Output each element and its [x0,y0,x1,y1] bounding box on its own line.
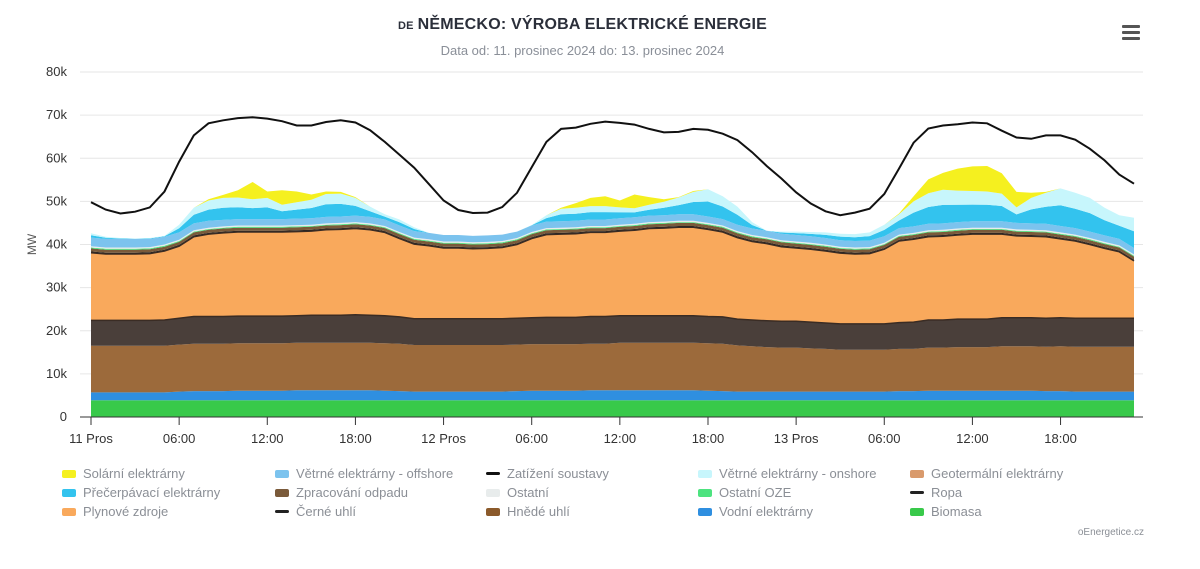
x-tick-label: 06:00 [868,431,901,446]
legend-item[interactable]: Ropa [910,485,962,500]
legend-swatch [698,469,712,478]
legend-swatch [275,510,289,513]
legend-swatch [698,507,712,516]
legend-swatch [486,472,500,475]
legend-label: Větrné elektrárny - offshore [296,466,454,481]
stack-boundary-line [91,314,1134,325]
credit-text[interactable]: oEnergetice.cz [1077,527,1144,538]
area-hn-d-uhl-[interactable] [91,342,1134,393]
legend-label: Přečerpávací elektrárny [83,485,221,500]
area-sol-rn-elektr-rny[interactable] [91,166,1134,239]
legend-swatch [910,491,924,494]
legend-swatch [62,488,76,497]
legend-label: Černé uhlí [296,504,356,519]
legend-item[interactable]: Větrné elektrárny - onshore [698,466,877,481]
x-tick-label: 18:00 [339,431,372,446]
legend-swatch [910,469,924,478]
area--ern-uhl-[interactable] [91,314,1134,350]
stack-boundary-line [90,226,1135,262]
y-tick-label: 50k [46,193,67,208]
legend-label: Solární elektrárny [83,466,185,481]
y-tick-label: 0 [60,409,67,424]
legend-swatch [275,469,289,478]
legend-item[interactable]: Zpracování odpadu [275,485,408,500]
legend-label: Větrné elektrárny - onshore [719,466,877,481]
legend-item[interactable]: Plynové zdroje [62,504,168,519]
country-flag-code: DE [397,20,414,32]
chart-title-text: NĚMECKO: VÝROBA ELEKTRICKÉ ENERGIE [417,16,768,33]
hamburger-menu-icon[interactable] [1122,25,1140,41]
y-tick-label: 70k [46,107,67,122]
area-zpracov-n-odpadu[interactable] [91,222,1134,260]
legend-swatch [910,507,924,516]
area-v-trn-elektr-rny-offshore[interactable] [91,214,1134,255]
legend-label: Ropa [931,485,963,500]
legend-swatch [62,507,76,516]
legend-label: Biomasa [931,504,982,519]
y-tick-label: 30k [46,280,67,295]
y-axis-label: MW [25,233,39,255]
area-v-trn-elektr-rny-onshore[interactable] [91,188,1134,239]
legend-item[interactable]: Biomasa [910,504,982,519]
chart-area: 0 10k 20k 30k 40k 50k 60k 70k 80k MW 11 Pros 06:00 1… [25,64,1143,446]
legend-item[interactable]: Přečerpávací elektrárny [62,485,220,500]
area-ostatn-oze[interactable] [91,222,1134,257]
legend-item[interactable]: Zatížení soustavy [486,466,609,481]
x-tick-label: 12:00 [604,431,637,446]
area-vodn-elektr-rny[interactable] [91,390,1134,401]
legend-swatch [698,488,712,497]
area-biomasa[interactable] [91,400,1134,417]
legend-item[interactable]: Větrné elektrárny - offshore [275,466,453,481]
legend-item[interactable]: Vodní elektrárny [698,504,813,519]
legend-item[interactable]: Černé uhlí [275,504,356,519]
y-tick-label: 80k [46,64,67,79]
area-p-e-erp-vac-elektr-rny[interactable] [91,201,1134,249]
legend-item[interactable]: Ostatní [486,485,549,500]
x-tick-label: 12:00 [956,431,989,446]
legend-label: Hnědé uhlí [507,504,570,519]
legend-label: Vodní elektrárny [719,504,813,519]
x-tick-label: 18:00 [1044,431,1077,446]
x-tick-label: 13 Pros [774,431,819,446]
legend-item[interactable]: Geotermální elektrárny [910,466,1063,481]
legend-item[interactable]: Ostatní OZE [698,485,791,500]
area-plynov-zdroje[interactable] [91,227,1134,324]
chart-subtitle: Data od: 11. prosinec 2024 do: 13. prosi… [440,43,725,58]
legend-label: Ostatní [507,485,549,500]
legend-swatch [486,507,500,516]
area-ostatn-[interactable] [91,220,1134,256]
chart-title: DE NĚMECKO: VÝROBA ELEKTRICKÉ ENERGIE [0,16,1165,34]
x-tick-label: 18:00 [692,431,725,446]
legend-label: Zatížení soustavy [507,466,609,481]
y-tick-label: 20k [46,323,67,338]
legend-label: Plynové zdroje [83,504,169,519]
x-tick-label: 12 Pros [421,431,466,446]
y-tick-label: 10k [46,366,67,381]
x-tick-label: 11 Pros [69,431,113,446]
x-tick-label: 06:00 [515,431,548,446]
legend-item[interactable]: Hnědé uhlí [486,504,570,519]
legend-swatch [486,488,500,497]
legend-swatch [62,469,76,478]
x-tick-label: 12:00 [251,431,284,446]
x-tick-label: 06:00 [163,431,196,446]
y-tick-label: 40k [46,237,67,252]
y-tick-label: 60k [46,150,67,165]
load-line[interactable] [90,116,1135,217]
legend-label: Ostatní OZE [719,485,792,500]
legend-label: Geotermální elektrárny [931,466,1064,481]
legend-item[interactable]: Solární elektrárny [62,466,185,481]
legend-swatch [275,488,289,497]
legend-label: Zpracování odpadu [296,485,409,500]
